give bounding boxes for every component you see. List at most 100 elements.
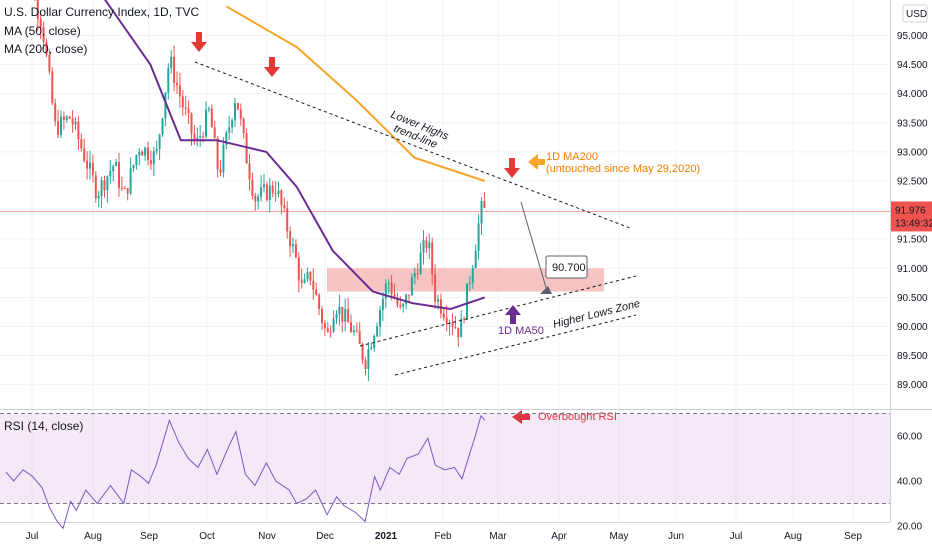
time-tick-label: Feb xyxy=(434,531,452,542)
candle-body xyxy=(234,103,236,121)
candle-body xyxy=(103,180,106,191)
candle-body xyxy=(405,294,408,305)
candle-body xyxy=(83,148,86,161)
candle-body xyxy=(199,136,202,138)
candle-body xyxy=(268,185,271,201)
candle-body xyxy=(106,176,109,191)
time-tick-label: Sep xyxy=(844,531,862,542)
candle-body xyxy=(77,121,80,140)
candle-body xyxy=(68,116,71,119)
ma200-annotation: 1D MA200 xyxy=(546,151,598,163)
candle-body xyxy=(239,109,242,119)
candle-body xyxy=(303,279,306,283)
candle-body xyxy=(361,343,364,361)
candle-body xyxy=(437,299,439,302)
candle-body xyxy=(42,26,45,42)
price-tick-label: 89.500 xyxy=(897,351,928,362)
candle-body xyxy=(152,151,155,165)
time-tick-label: Apr xyxy=(551,531,567,542)
candle-body xyxy=(167,68,170,93)
ma50-legend[interactable]: MA (50, close) xyxy=(4,24,81,38)
price-tick-label: 92.500 xyxy=(897,176,928,187)
price-tick-label: 89.000 xyxy=(897,380,928,391)
candle-body xyxy=(265,184,268,201)
candle-body xyxy=(300,280,303,283)
candle-body xyxy=(294,244,297,258)
candle-body xyxy=(399,304,402,307)
candle-body xyxy=(62,116,65,120)
time-tick-label: Dec xyxy=(316,531,334,542)
candle-body xyxy=(344,309,347,322)
candle-body xyxy=(123,188,126,190)
down-arrow-icon xyxy=(264,57,280,77)
candle-body xyxy=(410,277,413,296)
candle-body xyxy=(170,56,173,69)
time-tick-label: Jul xyxy=(730,531,743,542)
currency-label: USD xyxy=(906,9,927,20)
candle-body xyxy=(306,271,309,280)
candle-body xyxy=(54,103,57,122)
candle-body xyxy=(286,208,289,232)
price-tick-label: 93.500 xyxy=(897,118,928,129)
candle-body xyxy=(205,109,207,137)
countdown-label: 13:49:32 xyxy=(895,218,932,229)
candle-body xyxy=(350,322,352,333)
candle-body xyxy=(309,271,312,281)
candle-body xyxy=(135,155,138,166)
candle-body xyxy=(457,327,460,338)
candle-body xyxy=(100,180,103,196)
candle-body xyxy=(318,294,321,309)
candle-body xyxy=(231,120,234,128)
candle-body xyxy=(36,0,39,19)
time-tick-label: Aug xyxy=(84,531,102,542)
candle-body xyxy=(80,139,83,149)
candle-body xyxy=(184,107,187,109)
candle-body xyxy=(89,162,91,169)
candle-body xyxy=(384,283,387,299)
candle-body xyxy=(428,242,431,249)
candle-body xyxy=(155,148,158,152)
rsi-legend[interactable]: RSI (14, close) xyxy=(4,419,84,433)
candle-body xyxy=(271,185,274,194)
ma200-legend[interactable]: MA (200, close) xyxy=(4,42,88,56)
candle-body xyxy=(115,162,118,167)
candle-body xyxy=(257,196,260,202)
time-tick-label: Mar xyxy=(489,531,507,542)
candle-body xyxy=(112,166,115,172)
candle-body xyxy=(181,96,184,108)
candle-body xyxy=(222,144,225,173)
target-callout-box xyxy=(545,255,588,279)
time-tick-label: Jul xyxy=(26,531,39,542)
projection-arrowhead xyxy=(540,286,552,294)
candle-body xyxy=(225,132,228,145)
candle-body xyxy=(445,317,448,324)
candle-body xyxy=(332,318,335,332)
candle-body xyxy=(97,195,100,199)
candle-body xyxy=(219,169,222,173)
candle-body xyxy=(431,242,434,275)
candle-body xyxy=(120,187,123,189)
candle-body xyxy=(326,328,329,332)
candle-body xyxy=(425,240,428,249)
candle-body xyxy=(147,147,149,161)
time-tick-label: Aug xyxy=(784,531,802,542)
candle-body xyxy=(370,347,373,349)
candle-body xyxy=(65,116,68,120)
target-callout-label: 90.700 xyxy=(552,262,586,274)
time-tick-label: Sep xyxy=(140,531,158,542)
candle-body xyxy=(51,71,54,104)
candle-body xyxy=(248,163,251,180)
candle-body xyxy=(132,165,135,169)
chart-title: U.S. Dollar Currency Index, 1D, TVC xyxy=(4,5,200,19)
candle-body xyxy=(413,273,416,278)
candle-body xyxy=(315,289,318,295)
candle-body xyxy=(364,360,367,369)
candle-body xyxy=(126,188,129,194)
candle-body xyxy=(352,330,355,333)
ma200-annotation: (untouched since May 29,2020) xyxy=(546,163,700,175)
candle-body xyxy=(39,18,42,27)
candle-body xyxy=(187,108,190,114)
candle-body xyxy=(202,136,205,138)
candle-body xyxy=(341,306,344,322)
